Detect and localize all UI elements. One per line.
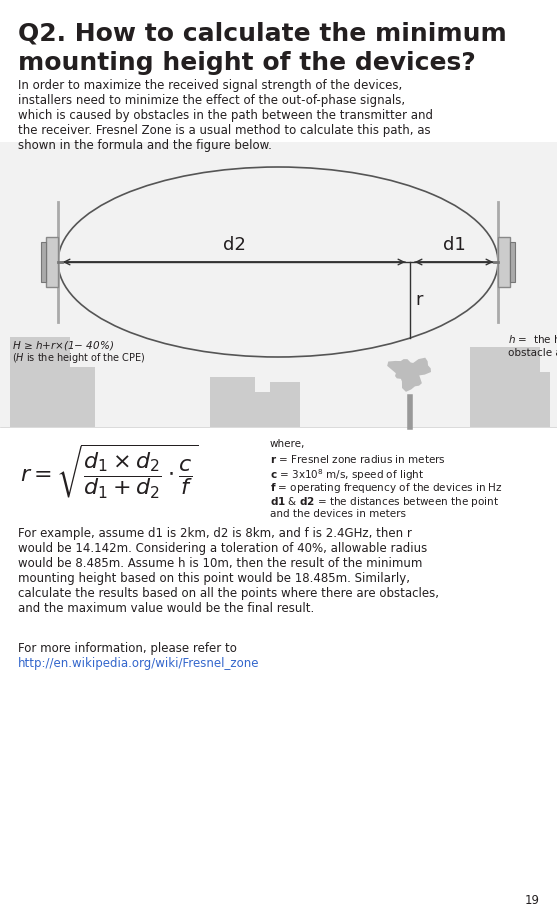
Text: $\mathbf{f}$ = operating frequency of the devices in Hz: $\mathbf{f}$ = operating frequency of th… [270,481,503,495]
Text: 19: 19 [525,894,540,907]
Bar [470,347,540,427]
Text: Q2. How to calculate the minimum: Q2. How to calculate the minimum [18,22,507,46]
Text: For more information, please refer to: For more information, please refer to [18,642,237,655]
Bar [510,242,515,282]
Text: $\mathbf{r}$ = Fresnel zone radius in meters: $\mathbf{r}$ = Fresnel zone radius in me… [270,453,446,465]
Text: shown in the formula and the figure below.: shown in the formula and the figure belo… [18,139,272,152]
Text: the receiver. Fresnel Zone is a usual method to calculate this path, as: the receiver. Fresnel Zone is a usual me… [18,124,431,137]
Text: For example, assume d1 is 2km, d2 is 8km, and f is 2.4GHz, then r: For example, assume d1 is 2km, d2 is 8km… [18,527,412,540]
Text: $h$ =  the height of: $h$ = the height of [508,333,557,347]
Bar [510,372,550,427]
Text: In order to maximize the received signal strength of the devices,: In order to maximize the received signal… [18,79,402,92]
Text: would be 8.485m. Assume h is 10m, then the result of the minimum: would be 8.485m. Assume h is 10m, then t… [18,557,422,570]
Bar [41,242,46,282]
Text: $\mathbf{d1}$ & $\mathbf{d2}$ = the distances between the point: $\mathbf{d1}$ & $\mathbf{d2}$ = the dist… [270,495,499,509]
Text: $r = \sqrt{\dfrac{d_1 \times d_2}{d_1 + d_2} \cdot \dfrac{c}{f}}$: $r = \sqrt{\dfrac{d_1 \times d_2}{d_1 + … [20,442,198,501]
Text: would be 14.142m. Considering a toleration of 40%, allowable radius: would be 14.142m. Considering a tolerati… [18,542,427,555]
Text: $H$ ≥ h+r×(1− 40%): $H$ ≥ h+r×(1− 40%) [12,339,114,352]
Text: d1: d1 [443,236,466,254]
Text: calculate the results based on all the points where there are obstacles,: calculate the results based on all the p… [18,587,439,600]
Text: $\mathbf{c}$ = 3x10$^8$ m/s, speed of light: $\mathbf{c}$ = 3x10$^8$ m/s, speed of li… [270,467,424,482]
Text: mounting height based on this point would be 18.485m. Similarly,: mounting height based on this point woul… [18,572,410,585]
Bar [46,237,58,287]
Text: r: r [415,291,423,309]
Polygon shape [387,358,431,392]
Text: and the maximum value would be the final result.: and the maximum value would be the final… [18,602,314,615]
Bar [210,377,255,427]
Bar [270,382,300,427]
Bar [10,337,70,427]
Bar [245,392,280,427]
Text: installers need to minimize the effect of the out-of-phase signals,: installers need to minimize the effect o… [18,94,405,107]
Text: d2: d2 [223,236,246,254]
Bar [55,367,95,427]
Text: mounting height of the devices?: mounting height of the devices? [18,51,476,75]
Text: where,: where, [270,439,305,449]
Bar [0,142,557,427]
Text: which is caused by obstacles in the path between the transmitter and: which is caused by obstacles in the path… [18,109,433,122]
Bar [498,237,510,287]
Text: ($H$ is the height of the CPE): ($H$ is the height of the CPE) [12,351,146,365]
Text: obstacle at this point: obstacle at this point [508,348,557,358]
Text: http://en.wikipedia.org/wiki/Fresnel_zone: http://en.wikipedia.org/wiki/Fresnel_zon… [18,657,260,670]
Text: and the devices in meters: and the devices in meters [270,509,406,519]
